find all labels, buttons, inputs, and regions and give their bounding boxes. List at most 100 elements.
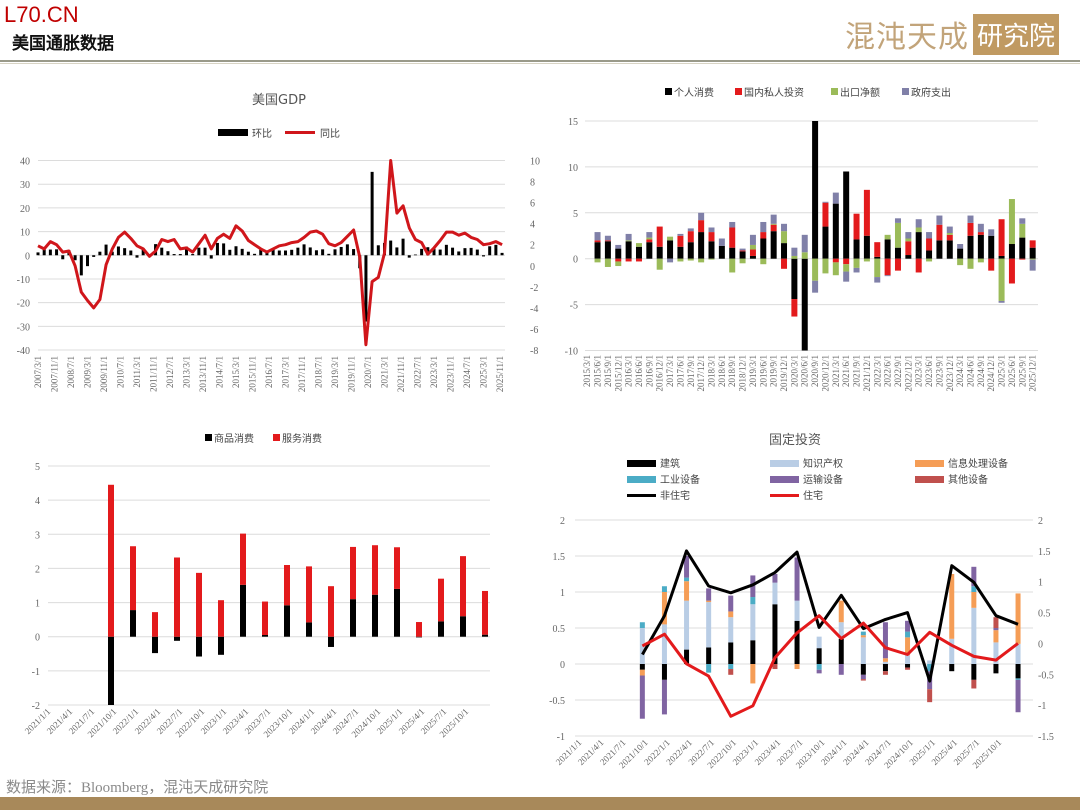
bar-segment [1015,664,1021,679]
bar-segment [750,640,756,664]
gdp-qoq-bar [494,244,498,256]
gdp-qoq-bar [451,247,455,256]
gdp-qoq-bar [265,252,269,256]
bar-segment [770,214,777,224]
bar-segment [770,223,777,225]
legend-swatch [770,460,799,467]
gdp-qoq-bar [228,249,232,256]
bar-segment [905,232,912,239]
gdp-qoq-bar [407,255,411,258]
x-tick-label: 2010/7/1 [116,356,126,388]
gdp-qoq-bar [296,247,300,256]
bar-segment [860,664,866,675]
y-tick-label: -30 [17,322,30,333]
y-tick-label: 2 [35,564,40,575]
y-tick-label: -1.5 [1038,732,1054,743]
bar-segment [874,242,881,257]
gdp-qoq-bar [246,251,250,256]
x-tick-label: 2023/3/1 [429,356,439,388]
gdp-qoq-bar [253,253,257,256]
bar-segment [284,565,290,606]
gdp-qoq-bar [482,255,485,257]
header-divider-light [0,63,1080,64]
bar-segment [957,258,964,266]
bar-segment [639,675,645,719]
y-tick-label: -6 [530,325,538,336]
x-tick-label: 2023/9/1 [934,355,944,387]
gdp-qoq-bar [48,249,52,256]
bar-segment [838,664,844,675]
bar-segment [894,222,901,248]
y-tick-label: 30 [20,180,30,191]
x-tick-label: 2015/11/1 [248,356,258,392]
bar-segment [772,582,778,605]
legend-label: 非住宅 [660,489,690,502]
gdp-qoq-bar [432,248,436,256]
bar-segment [667,240,674,259]
bar-segment [661,624,667,664]
bar-segment [884,275,891,277]
bar-segment [794,557,800,601]
gdp-qoq-bar [129,250,133,256]
x-tick-label: 2023/6/1 [924,355,934,387]
y-tick-label: 0 [530,262,535,273]
bar-segment [1019,237,1026,259]
gdp-qoq-bar [376,245,380,256]
x-tick-label: 2016/12/1 [655,355,665,392]
bar-segment [884,239,891,259]
bar-segment [832,262,839,276]
y-tick-label: -10 [17,275,30,286]
gdp-qoq-bar [389,240,393,256]
bar-segment [772,604,778,664]
y-tick-label: 1 [1038,578,1043,589]
bar-segment [646,242,653,259]
y-tick-label: -8 [530,346,538,357]
x-tick-label: 2015/3/1 [582,355,592,387]
gdp-qoq-bar [92,255,96,257]
y-tick-label: 8 [530,178,535,189]
legend-label: 其他设备 [948,473,988,486]
bar-segment [993,664,999,674]
bar-segment [240,533,246,585]
x-tick-label: 2025/3/1 [997,355,1007,387]
legend-swatch-qoq [218,129,248,136]
x-tick-label: 2018/7/1 [314,356,324,388]
gdp-qoq-bar [197,247,201,256]
gdp-qoq-bar [339,246,343,256]
bar-segment [667,258,674,263]
bar-segment [677,246,684,259]
bar-segment [706,600,712,603]
bar-segment [646,239,653,243]
bar-segment [905,637,911,656]
bar-segment [416,636,422,638]
bar-segment [262,635,268,637]
bar-segment [482,590,488,635]
bar-segment [698,212,705,221]
x-tick-label: 2017/3/1 [665,355,675,387]
bar-segment [927,664,933,672]
gdp-qoq-bar [104,244,108,256]
x-tick-label: 2015/12/1 [613,355,623,392]
bar-segment [957,248,964,259]
gdp-qoq-bar [370,171,374,256]
gdp-qoq-bar [209,255,213,259]
legend-label: 政府支出 [911,86,951,99]
bar-segment [988,235,995,259]
x-tick-label: 2024/3/1 [955,355,965,387]
bar-segment [656,226,663,247]
bar-segment [812,121,819,259]
bar-segment [860,635,866,638]
bar-segment [639,664,645,670]
bar-segment [988,258,995,271]
bar-segment [988,229,995,236]
bar-segment [708,227,715,233]
gdp-qoq-bar [166,251,170,256]
bar-segment [438,578,444,622]
x-tick-label: 2018/3/1 [707,355,717,387]
legend-label: 知识产权 [803,457,843,470]
bar-segment [832,203,839,259]
bar-segment [698,220,705,233]
y-tick-label: 10 [20,228,30,239]
logo-box-text: 研究院 [973,13,1060,55]
bar-segment [604,241,611,259]
